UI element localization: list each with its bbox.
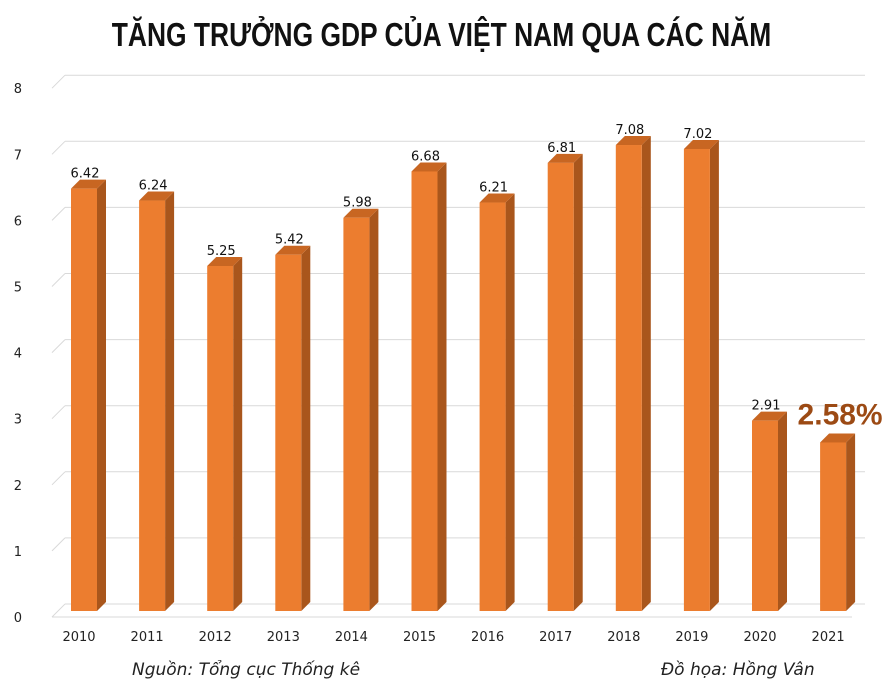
y-tick-label: 8 xyxy=(14,82,22,97)
bar-side xyxy=(97,179,106,611)
data-label: 5.42 xyxy=(275,233,304,248)
x-tick-label: 2017 xyxy=(539,630,572,645)
bar-front xyxy=(752,420,778,611)
bar-top xyxy=(479,193,515,203)
chart-title: TĂNG TRƯỞNG GDP CỦA VIỆT NAM QUA CÁC NĂM xyxy=(111,16,772,53)
gridline-depth xyxy=(51,339,66,353)
data-label: 7.08 xyxy=(615,123,644,138)
y-tick-label: 5 xyxy=(14,281,22,296)
y-tick-label: 3 xyxy=(14,413,22,428)
data-label: 6.42 xyxy=(71,167,100,182)
data-label: 7.02 xyxy=(683,127,712,142)
bar-2017 xyxy=(547,153,583,611)
bar-2015 xyxy=(411,162,447,611)
bar-top xyxy=(71,179,106,189)
bar-top xyxy=(139,191,175,201)
bar-2012 xyxy=(207,256,243,611)
bar-top xyxy=(411,162,447,172)
bar-top xyxy=(615,136,651,146)
bar-top xyxy=(820,433,856,443)
bar-2019 xyxy=(683,139,719,611)
bar-front xyxy=(683,148,710,611)
bar-front xyxy=(411,171,438,611)
bar-front xyxy=(343,217,370,612)
bar-side xyxy=(846,433,856,611)
bar-side xyxy=(301,245,311,611)
y-axis-ticks: 0 1 2 3 4 5 6 7 8 xyxy=(14,82,22,626)
gridline-depth xyxy=(51,273,66,287)
gridline-depth xyxy=(51,207,66,221)
bar-2018 xyxy=(615,136,651,611)
bar-front xyxy=(479,202,506,612)
gridline-depth xyxy=(51,74,66,89)
highlight-data-label: 2.58% xyxy=(798,398,883,431)
data-label: 5.25 xyxy=(207,244,236,259)
x-tick-label: 2018 xyxy=(607,630,640,645)
data-labels: 6.42 6.24 5.25 5.42 5.98 6.68 6.21 6.81 7.08 7.02… xyxy=(71,123,883,431)
bar-side xyxy=(573,153,583,611)
bar-top xyxy=(343,208,379,218)
bar-front xyxy=(71,188,97,611)
data-label: 6.81 xyxy=(547,141,576,156)
x-tick-label: 2020 xyxy=(743,630,776,645)
bar-side xyxy=(369,208,379,612)
bar-2016 xyxy=(479,193,515,612)
y-tick-label: 7 xyxy=(14,148,22,163)
bar-side xyxy=(709,139,719,611)
x-tick-label: 2015 xyxy=(403,630,436,645)
bar-side xyxy=(641,136,651,611)
y-tick-label: 4 xyxy=(14,347,22,362)
bar-top xyxy=(683,139,719,149)
bar-front xyxy=(275,254,302,611)
bar-2011 xyxy=(139,191,175,611)
source-note: Nguồn: Tổng cục Thống kê xyxy=(132,660,361,680)
data-label: 5.98 xyxy=(343,196,372,211)
bar-side xyxy=(165,191,175,611)
y-tick-label: 1 xyxy=(14,545,22,560)
data-label: 6.68 xyxy=(411,149,440,164)
x-tick-label: 2014 xyxy=(335,630,368,645)
bar-front xyxy=(615,145,642,611)
bar-2010 xyxy=(71,179,106,611)
bar-side xyxy=(778,411,787,611)
gridline-depth xyxy=(51,603,66,618)
bar-top xyxy=(752,411,787,421)
gridline-depth xyxy=(51,537,66,552)
x-tick-label: 2021 xyxy=(812,630,845,645)
gridlines xyxy=(51,74,865,618)
bar-side xyxy=(233,256,243,611)
y-tick-label: 0 xyxy=(14,611,22,626)
x-tick-label: 2011 xyxy=(131,630,164,645)
bar-side xyxy=(437,162,447,611)
bar-front xyxy=(207,265,234,611)
x-tick-label: 2016 xyxy=(471,630,504,645)
graphic-credit: Đồ họa: Hồng Vân xyxy=(661,660,815,680)
data-label: 2.91 xyxy=(752,399,781,414)
bar-front xyxy=(820,442,847,611)
bar-front xyxy=(547,162,574,611)
bar-2013 xyxy=(275,245,311,611)
y-tick-label: 6 xyxy=(14,214,22,229)
bar-top xyxy=(207,256,243,266)
bar-2020 xyxy=(752,411,787,611)
x-tick-label: 2019 xyxy=(675,630,708,645)
x-tick-label: 2013 xyxy=(267,630,300,645)
gridline-depth xyxy=(51,471,66,486)
data-label: 6.21 xyxy=(479,181,508,196)
bar-2014 xyxy=(343,208,379,612)
gridline-depth xyxy=(51,405,66,420)
bar-2021 xyxy=(820,433,856,611)
bars xyxy=(71,136,856,612)
x-tick-label: 2010 xyxy=(62,630,95,645)
x-axis-ticks: 2010 2011 2012 2013 2014 2015 2016 2017 2018 2019… xyxy=(62,630,844,645)
bar-top xyxy=(547,153,583,163)
data-label: 6.24 xyxy=(139,179,168,194)
bar-top xyxy=(275,245,311,255)
bar-front xyxy=(139,200,166,611)
y-tick-label: 2 xyxy=(14,479,22,494)
x-tick-label: 2012 xyxy=(199,630,232,645)
bar-side xyxy=(505,193,515,612)
gridline-depth xyxy=(51,140,66,155)
